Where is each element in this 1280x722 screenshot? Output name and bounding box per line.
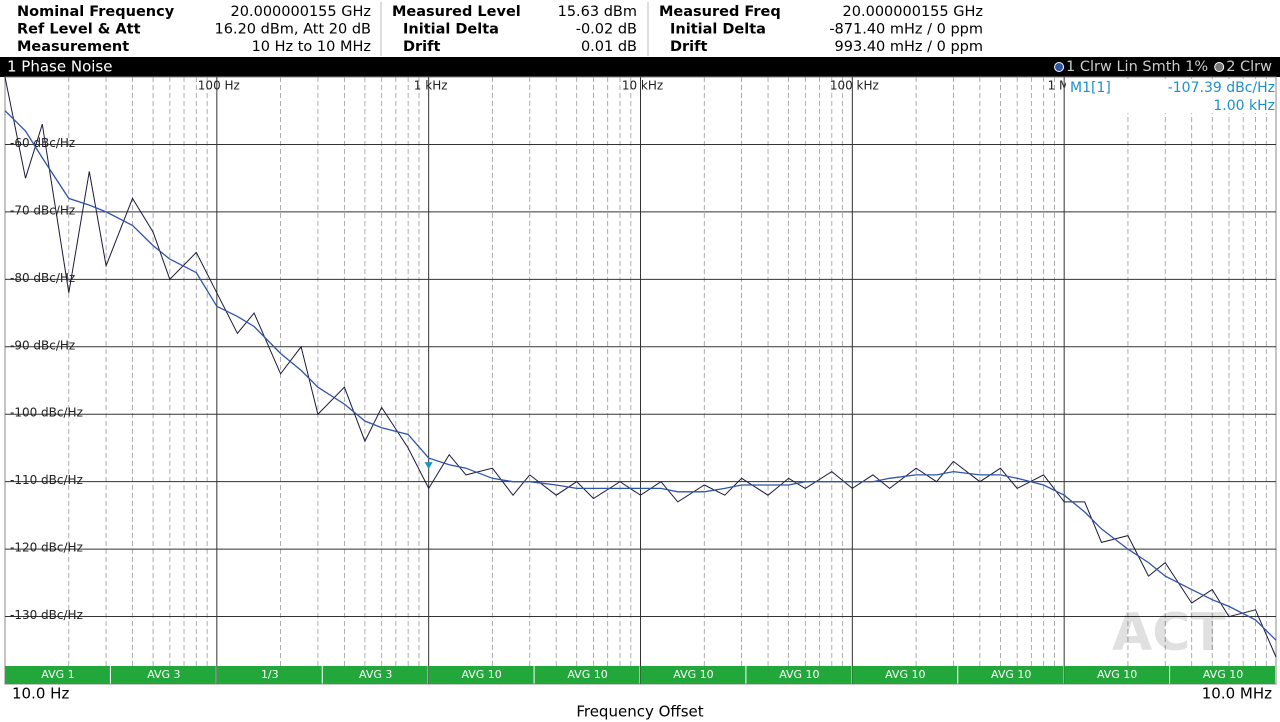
sweep-segment-label: AVG 10: [779, 668, 819, 681]
x-tick-label: 10 kHz: [622, 79, 663, 93]
sweep-segment-label: AVG 1: [41, 668, 74, 681]
info-value: 16.20 dBm, Att 20 dB: [215, 22, 371, 38]
x-axis-label: Frequency Offset: [576, 703, 703, 721]
y-tick-label: -80 dBc/Hz: [10, 271, 75, 285]
sweep-segment: [746, 666, 852, 684]
stop-label: 10.0 MHz: [1202, 685, 1272, 703]
info-label: Drift: [403, 39, 440, 55]
info-value: 993.40 mHz / 0 ppm: [835, 39, 983, 55]
marker-name: M1[1]: [1070, 80, 1111, 96]
legend-entry: 1 Clrw Lin Smth 1%: [1066, 59, 1208, 75]
trace: [4, 110, 1277, 641]
x-tick-label: 100 Hz: [198, 79, 240, 93]
sweep-segment-label: AVG 10: [885, 668, 925, 681]
marker-info-bg: [1066, 79, 1275, 113]
info-label: Measurement: [17, 39, 129, 55]
sweep-segment-label: AVG 10: [1097, 668, 1137, 681]
start-label: 10.0 Hz: [12, 685, 69, 703]
marker-value: -107.39 dBc/Hz: [1168, 80, 1275, 96]
marker-point: [424, 462, 433, 470]
info-label: Initial Delta: [403, 22, 499, 38]
info-value: 15.63 dBm: [558, 4, 637, 20]
sweep-segment-label: 1/3: [261, 668, 279, 681]
sweep-segment: [428, 666, 534, 684]
info-label: Drift: [670, 39, 707, 55]
sweep-segment-label: AVG 3: [147, 668, 180, 681]
sweep-segment: [216, 666, 322, 684]
sweep-segment: [322, 666, 428, 684]
sweep-segment: [1170, 666, 1275, 684]
sweep-segment: [640, 666, 746, 684]
y-tick-label: -60 dBc/Hz: [10, 136, 75, 150]
marker-x: 1.00 kHz: [1213, 98, 1275, 114]
legend-icon: [1214, 62, 1225, 72]
sweep-segment: [534, 666, 640, 684]
info-label: Initial Delta: [670, 22, 766, 38]
sweep-segment: [852, 666, 958, 684]
sweep-segment: [5, 666, 110, 684]
y-tick-label: -110 dBc/Hz: [10, 473, 83, 487]
sweep-segment-label: AVG 3: [359, 668, 392, 681]
sweep-segment-label: AVG 10: [991, 668, 1031, 681]
sweep-segment: [1064, 666, 1170, 684]
title-bar: [0, 57, 1280, 77]
info-value: -871.40 mHz / 0 ppm: [829, 22, 983, 38]
legend-entry: 2 Clrw: [1226, 59, 1272, 75]
x-tick-label: 100 kHz: [830, 79, 879, 93]
info-label: Measured Level: [392, 4, 521, 20]
sweep-segment: [110, 666, 216, 684]
sweep-segment-label: AVG 10: [567, 668, 607, 681]
y-tick-label: -90 dBc/Hz: [10, 338, 75, 352]
x-tick-label: 1 kHz: [414, 79, 448, 93]
legend-icon: [1054, 62, 1065, 72]
info-value: -0.02 dB: [576, 22, 637, 38]
watermark: ACT: [1112, 603, 1226, 663]
sweep-segment-label: AVG 10: [461, 668, 501, 681]
info-value: 0.01 dB: [581, 39, 637, 55]
window-title: 1 Phase Noise: [7, 58, 112, 76]
y-tick-label: -120 dBc/Hz: [10, 541, 83, 555]
sweep-segment: [958, 666, 1064, 684]
info-value: 20.000000155 GHz: [843, 4, 983, 20]
info-label: Nominal Frequency: [17, 4, 175, 20]
info-value: 10 Hz to 10 MHz: [252, 39, 371, 55]
sweep-segment-label: AVG 10: [1203, 668, 1243, 681]
trace: [4, 76, 1277, 658]
sweep-segment-label: AVG 10: [673, 668, 713, 681]
info-label: Measured Freq: [659, 4, 781, 20]
y-tick-label: -100 dBc/Hz: [10, 406, 83, 420]
info-label: Ref Level & Att: [17, 22, 141, 38]
info-value: 20.000000155 GHz: [231, 4, 371, 20]
y-tick-label: -70 dBc/Hz: [10, 203, 75, 217]
y-tick-label: -130 dBc/Hz: [10, 608, 83, 622]
